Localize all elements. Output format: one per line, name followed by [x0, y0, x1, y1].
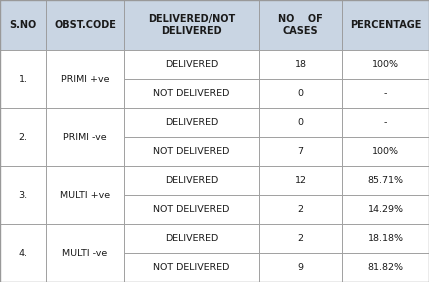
Bar — [259, 137, 342, 166]
Bar — [124, 0, 259, 50]
Bar — [342, 108, 429, 137]
Text: 100%: 100% — [372, 60, 399, 69]
Text: 14.29%: 14.29% — [368, 205, 404, 214]
Text: 2: 2 — [297, 234, 303, 243]
Text: 85.71%: 85.71% — [368, 176, 404, 185]
Bar — [342, 166, 429, 195]
Text: 9: 9 — [297, 263, 303, 272]
Text: DELIVERED: DELIVERED — [165, 234, 218, 243]
Bar — [342, 224, 429, 253]
Bar — [0, 224, 46, 282]
Text: DELIVERED: DELIVERED — [165, 60, 218, 69]
Bar — [0, 108, 46, 166]
Text: 81.82%: 81.82% — [368, 263, 404, 272]
Bar — [46, 108, 124, 166]
Bar — [342, 50, 429, 79]
Bar — [259, 253, 342, 282]
Bar — [342, 137, 429, 166]
Text: 7: 7 — [297, 147, 303, 156]
Bar — [124, 79, 259, 108]
Bar — [124, 108, 259, 137]
Bar — [46, 224, 124, 282]
Bar — [0, 0, 46, 50]
Bar — [124, 166, 259, 195]
Text: NOT DELIVERED: NOT DELIVERED — [153, 205, 230, 214]
Bar — [124, 253, 259, 282]
Bar — [342, 0, 429, 50]
Text: DELIVERED: DELIVERED — [165, 118, 218, 127]
Text: 4.: 4. — [18, 248, 27, 257]
Text: DELIVERED/NOT
DELIVERED: DELIVERED/NOT DELIVERED — [148, 14, 235, 36]
Text: 0: 0 — [297, 89, 303, 98]
Bar — [0, 166, 46, 224]
Text: PRIMI +ve: PRIMI +ve — [61, 74, 109, 83]
Text: -: - — [384, 89, 387, 98]
Text: 2: 2 — [297, 205, 303, 214]
Text: OBST.CODE: OBST.CODE — [54, 20, 116, 30]
Text: 0: 0 — [297, 118, 303, 127]
Text: MULTI -ve: MULTI -ve — [62, 248, 108, 257]
Text: 3.: 3. — [18, 191, 27, 199]
Bar — [259, 0, 342, 50]
Bar — [259, 79, 342, 108]
Text: MULTI +ve: MULTI +ve — [60, 191, 110, 199]
Bar — [46, 50, 124, 108]
Text: 100%: 100% — [372, 147, 399, 156]
Text: DELIVERED: DELIVERED — [165, 176, 218, 185]
Bar — [124, 224, 259, 253]
Bar — [342, 253, 429, 282]
Text: NOT DELIVERED: NOT DELIVERED — [153, 263, 230, 272]
Bar — [259, 50, 342, 79]
Text: 18.18%: 18.18% — [368, 234, 404, 243]
Text: PERCENTAGE: PERCENTAGE — [350, 20, 421, 30]
Text: NOT DELIVERED: NOT DELIVERED — [153, 89, 230, 98]
Text: -: - — [384, 118, 387, 127]
Text: 12: 12 — [294, 176, 306, 185]
Text: 1.: 1. — [18, 74, 27, 83]
Bar — [342, 195, 429, 224]
Bar — [0, 50, 46, 108]
Bar — [46, 166, 124, 224]
Bar — [124, 195, 259, 224]
Bar — [259, 195, 342, 224]
Text: S.NO: S.NO — [9, 20, 36, 30]
Bar — [124, 137, 259, 166]
Text: 18: 18 — [294, 60, 306, 69]
Bar — [259, 166, 342, 195]
Bar — [259, 224, 342, 253]
Text: NOT DELIVERED: NOT DELIVERED — [153, 147, 230, 156]
Text: NO    OF
CASES: NO OF CASES — [278, 14, 323, 36]
Bar — [342, 79, 429, 108]
Text: PRIMI -ve: PRIMI -ve — [63, 133, 107, 142]
Bar — [124, 50, 259, 79]
Bar — [259, 108, 342, 137]
Text: 2.: 2. — [18, 133, 27, 142]
Bar — [46, 0, 124, 50]
